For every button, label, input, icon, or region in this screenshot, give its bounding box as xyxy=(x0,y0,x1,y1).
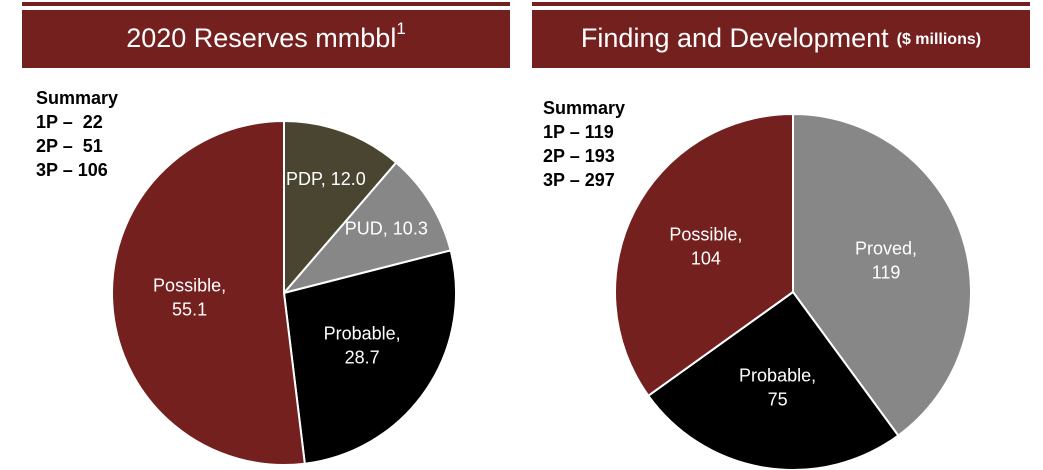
subtitle: ($ millions) xyxy=(897,31,981,48)
slice-category: Possible, xyxy=(669,224,742,244)
slice-category: PUD, xyxy=(345,218,388,238)
slice-label: Possible, 55.1 xyxy=(153,275,226,319)
slice-value: 12.0 xyxy=(331,169,366,189)
header-bar xyxy=(532,10,1030,68)
slice-category: Probable, xyxy=(324,323,401,343)
pie-slice xyxy=(614,112,794,398)
pie-slice xyxy=(111,119,306,466)
summary-line: 1P – 119 xyxy=(543,122,614,142)
pie-slice xyxy=(283,119,398,296)
slice-label: PDP, 12.0 xyxy=(286,169,366,189)
slice-category: PDP, xyxy=(286,169,326,189)
slice-label: Probable, 75 xyxy=(739,365,816,409)
slice-value: 75 xyxy=(768,389,788,409)
slice-label: Possible, 104 xyxy=(669,224,742,268)
slice-category: Possible, xyxy=(153,275,226,295)
slice-category: Proved, xyxy=(855,238,917,258)
summary-heading: Summary xyxy=(543,98,625,118)
slice-value: 55.1 xyxy=(172,299,207,319)
pie-slice xyxy=(282,249,457,465)
chart-title: Finding and Development ($ millions) xyxy=(581,23,981,53)
top-rule xyxy=(22,2,510,6)
summary-heading: Summary xyxy=(36,88,118,108)
top-rule xyxy=(532,2,1030,6)
slice-label: PUD, 10.3 xyxy=(345,218,428,238)
slice-category: Probable, xyxy=(739,365,816,385)
summary-line: 2P – 193 xyxy=(543,146,615,166)
summary-line: 3P – 106 xyxy=(36,160,108,180)
summary-line: 3P – 297 xyxy=(543,170,615,190)
slice-value: 10.3 xyxy=(393,218,428,238)
title-text: Finding and Development xyxy=(581,23,889,53)
slice-label: Probable, 28.7 xyxy=(324,323,401,367)
pie-slice xyxy=(646,290,900,470)
slice-value: 28.7 xyxy=(345,347,380,367)
slice-value: 119 xyxy=(872,262,901,282)
chart-title: 2020 Reserves mmbbl1 xyxy=(126,19,406,53)
summary-line: 1P – 22 xyxy=(36,112,103,132)
pie-slice xyxy=(792,112,972,437)
slice-label: Proved, 119 xyxy=(855,238,917,282)
summary-line: 2P – 51 xyxy=(36,136,103,156)
header-bar xyxy=(22,10,510,68)
slice-value: 104 xyxy=(691,248,721,268)
title-note: 1 xyxy=(396,19,405,38)
title-text: 2020 Reserves mmbbl xyxy=(126,23,396,53)
